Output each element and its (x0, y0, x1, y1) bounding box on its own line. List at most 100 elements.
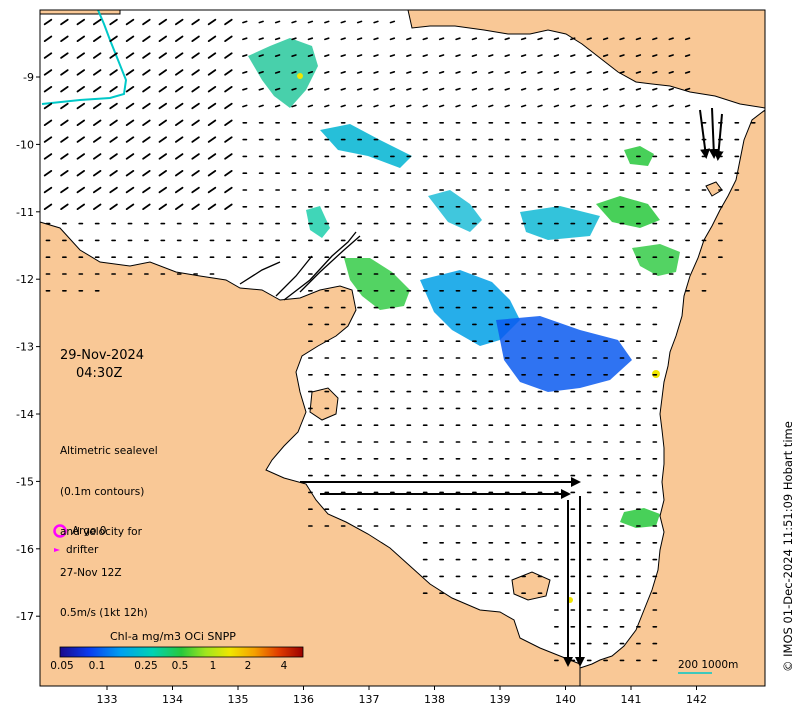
velocity-arrow (93, 69, 102, 76)
velocity-arrow (109, 203, 118, 211)
velocity-arrow (60, 102, 69, 110)
velocity-arrow (340, 71, 346, 74)
velocity-arrow (76, 35, 85, 42)
velocity-arrow (652, 87, 658, 91)
lon-tick-label: 136 (293, 693, 314, 706)
velocity-arrow (43, 52, 53, 59)
velocity-arrow (635, 37, 642, 41)
velocity-arrow (455, 87, 461, 91)
velocity-arrow (191, 86, 200, 93)
velocity-arrow (224, 69, 233, 76)
date-label: 29-Nov-2024 (60, 348, 145, 363)
velocity-arrow (142, 153, 151, 160)
velocity-arrow (224, 35, 233, 42)
velocity-arrow (142, 119, 151, 126)
velocity-arrow (504, 87, 510, 91)
velocity-arrow (324, 87, 330, 91)
velocity-arrow (373, 71, 379, 74)
velocity-arrow (158, 186, 168, 194)
velocity-arrow (340, 104, 346, 108)
velocity-arrow (242, 54, 248, 58)
lat-tick-label: -9 (23, 71, 34, 84)
velocity-arrow (406, 87, 412, 91)
velocity-arrow (373, 20, 379, 24)
velocity-arrow (274, 54, 281, 58)
velocity-arrow (43, 35, 53, 42)
velocity-arrow (109, 102, 118, 110)
velocity-arrow (191, 169, 200, 177)
velocity-arrow (602, 54, 609, 58)
velocity-arrow (307, 104, 314, 108)
velocity-arrow (109, 69, 118, 76)
velocity-arrow (207, 86, 217, 93)
velocity-arrow (356, 87, 363, 91)
lat-tick-label: -11 (16, 206, 34, 219)
velocity-arrow (43, 153, 53, 160)
velocity-arrow (471, 71, 478, 74)
velocity-arrow (602, 104, 609, 108)
velocity-arrow (76, 186, 85, 194)
velocity-arrow (668, 71, 674, 74)
velocity-arrow (635, 71, 642, 74)
velocity-arrow (125, 86, 135, 93)
velocity-arrow (191, 102, 200, 110)
velocity-arrow (488, 71, 494, 74)
velocity-arrow (158, 69, 168, 76)
velocity-arrow (158, 153, 168, 160)
velocity-arrow (60, 69, 69, 76)
velocity-arrow (242, 87, 248, 91)
velocity-arrow (142, 69, 151, 76)
velocity-arrow (340, 20, 346, 24)
velocity-arrow (174, 52, 184, 59)
velocity-arrow (291, 20, 297, 24)
velocity-arrow (438, 54, 445, 58)
velocity-arrow (291, 37, 297, 41)
velocity-arrow (109, 169, 118, 177)
velocity-arrow (504, 37, 510, 41)
lat-tick-label: -16 (16, 543, 34, 556)
velocity-arrow (60, 86, 69, 93)
legend-line: 27-Nov 12Z (60, 566, 122, 579)
velocity-legend: Altimetric sealevel (0.1m contours) and … (60, 418, 158, 634)
velocity-arrow (274, 104, 281, 108)
velocity-arrow (389, 71, 396, 74)
velocity-arrow (471, 37, 478, 41)
velocity-arrow (174, 86, 184, 93)
velocity-arrow (158, 102, 168, 110)
velocity-arrow (224, 52, 233, 59)
velocity-arrow (553, 71, 560, 74)
velocity-arrow (207, 119, 217, 126)
latitude-axis: -9 -10 -11 -12 -13 -14 -15 -16 -17 (16, 71, 40, 623)
velocity-arrow (125, 102, 135, 110)
velocity-arrow (340, 87, 346, 91)
velocity-arrow (570, 104, 576, 108)
velocity-arrow (158, 136, 168, 143)
velocity-arrow (356, 37, 363, 41)
velocity-arrow (553, 54, 560, 58)
colorbar-title: Chl-a mg/m3 OCi SNPP (110, 630, 236, 643)
velocity-arrow (158, 119, 168, 126)
colorbar (59, 646, 304, 658)
velocity-arrow (93, 119, 102, 126)
velocity-arrow (60, 186, 69, 194)
velocity-arrow (537, 71, 543, 74)
velocity-arrow (258, 20, 264, 24)
velocity-arrow (207, 102, 217, 110)
velocity-arrow (93, 186, 102, 194)
velocity-arrow (570, 87, 576, 91)
velocity-arrow (207, 52, 217, 59)
lat-tick-label: -14 (16, 408, 34, 421)
velocity-arrow (142, 203, 151, 211)
colorbar-tick-labels: 0.05 0.1 0.25 0.5 1 2 4 (0, 660, 400, 674)
velocity-arrow (389, 104, 396, 108)
velocity-arrow (76, 52, 85, 59)
velocity-arrow (125, 35, 135, 42)
velocity-arrow (520, 71, 527, 74)
lon-tick-label: 142 (686, 693, 707, 706)
velocity-arrow (224, 102, 233, 110)
velocity-arrow (488, 104, 494, 108)
velocity-arrow (125, 186, 135, 194)
velocity-arrow (174, 203, 184, 211)
velocity-arrow (258, 37, 264, 41)
